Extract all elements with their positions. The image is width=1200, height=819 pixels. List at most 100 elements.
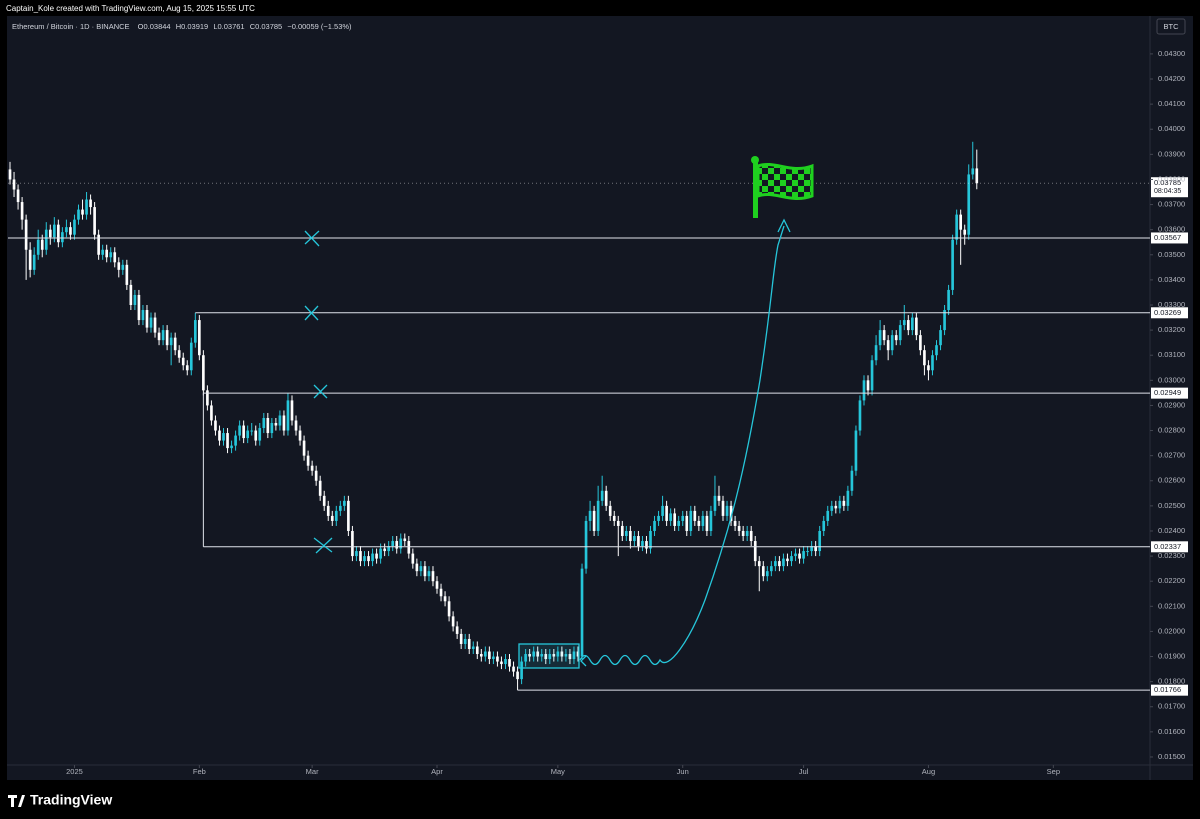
currency-box [1156,18,1186,35]
candle-body [161,330,165,341]
candle-body [737,525,741,531]
level-tag [1151,541,1188,553]
candle-body [113,252,117,263]
candle-body [568,654,572,660]
candle-body [919,335,922,351]
candle-body [540,654,544,657]
level-tag [1151,232,1188,244]
candle-body [967,174,971,235]
candle-body [391,541,395,547]
candle-body [193,320,197,343]
annotations [304,218,791,669]
y-tick-label: 0.02400 [1158,526,1185,535]
candle-body [693,510,697,521]
candles [8,141,979,691]
legend-change: −0.00059 (−1.53%) [287,22,352,31]
y-tick-label: 0.04100 [1158,99,1185,108]
candle-body [596,500,600,531]
candle-body [302,440,306,456]
candle-body [326,505,330,516]
candle-body [149,317,153,328]
candle-body [657,515,660,521]
candle-body [584,520,588,569]
candle-body [512,666,515,672]
candle-body [866,380,870,391]
candle-body [536,651,540,657]
brand-logo [8,795,25,807]
candle-body [455,626,459,634]
candle-body [552,654,556,657]
candle-body [629,530,632,542]
candle-body [89,199,92,208]
legend-high: H0.03919 [176,22,209,31]
level-tag [1151,387,1188,399]
y-tick-label: 0.02800 [1158,426,1185,435]
candle-body [935,345,938,356]
candle-body [616,520,620,526]
candle-body [330,515,334,521]
x-tick-label: Mar [306,767,319,776]
candle-body [290,400,294,421]
candle-body [963,229,967,235]
candle-body [576,651,580,657]
candle-body [870,360,874,391]
candle-body [556,651,560,657]
candle-body [262,417,266,429]
candle-body [355,551,358,557]
candle-body [40,239,44,250]
candle-body [649,530,652,549]
candle-body [911,317,914,331]
candle-body [580,568,584,657]
candle-body [862,380,866,401]
candle-body [318,480,322,496]
candle-body [214,420,217,431]
candle-body [383,548,386,552]
candle-body [544,654,548,660]
candle-body [749,530,753,542]
last-price-tag [1151,177,1188,198]
candle-body [528,654,531,657]
y-tick-label: 0.03700 [1158,200,1185,209]
candle-body [810,546,813,552]
candle-body [57,224,60,243]
candle-body [69,227,72,235]
candle-body [266,417,270,434]
candle-body [28,249,32,270]
level-tag-label: 0.03567 [1154,233,1181,242]
candle-body [254,430,258,441]
candle-body [834,505,838,509]
y-tick-label: 0.04200 [1158,74,1185,83]
candle-body [878,330,882,346]
y-tick-label: 0.02300 [1158,551,1185,560]
candle-body [516,671,519,680]
candle-body [379,548,382,559]
candle-body [971,168,975,175]
candle-body [459,633,463,644]
candle-body [677,520,681,526]
candle-body [770,566,773,572]
candle-body [798,553,801,559]
x-tick-label: Apr [431,767,443,776]
candle-body [733,520,737,526]
candle-body [93,207,96,235]
candle-body [230,445,233,449]
candle-body [608,505,612,516]
candle-body [874,345,878,361]
candle-body [894,335,898,341]
candle-body [121,264,125,270]
candle-body [177,350,181,358]
candle-body [52,224,56,238]
candle-body [947,289,950,311]
candle-body [359,551,362,562]
candle-body [109,252,113,258]
candle-body [826,510,830,521]
candle-body [242,425,245,439]
candle-body [463,638,467,644]
candle-body [36,239,40,255]
candle-body [689,510,693,531]
candle-body [564,654,568,657]
candle-body [395,541,399,549]
y-tick-label: 0.03300 [1158,300,1185,309]
candle-body [419,566,423,572]
candle-body [725,505,729,516]
